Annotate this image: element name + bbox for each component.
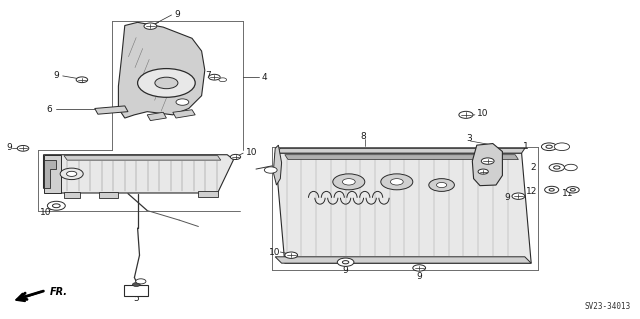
- Polygon shape: [44, 155, 61, 193]
- Circle shape: [136, 279, 146, 284]
- Circle shape: [47, 201, 65, 210]
- Polygon shape: [285, 155, 518, 160]
- Text: 9: 9: [6, 143, 12, 152]
- Polygon shape: [147, 112, 166, 121]
- Circle shape: [155, 77, 178, 89]
- Text: 9: 9: [417, 272, 422, 281]
- Circle shape: [219, 78, 227, 82]
- Text: 8: 8: [360, 132, 366, 141]
- Circle shape: [554, 143, 570, 151]
- Circle shape: [546, 145, 552, 148]
- Polygon shape: [118, 22, 205, 118]
- Circle shape: [333, 174, 365, 190]
- Circle shape: [413, 265, 426, 271]
- Text: 9: 9: [504, 193, 510, 202]
- Polygon shape: [275, 257, 531, 263]
- Text: 9: 9: [343, 266, 348, 275]
- Polygon shape: [173, 110, 195, 118]
- Text: 9: 9: [53, 71, 59, 80]
- Circle shape: [285, 252, 298, 258]
- Circle shape: [390, 179, 403, 185]
- Polygon shape: [44, 160, 56, 188]
- Circle shape: [76, 77, 88, 83]
- Circle shape: [478, 169, 488, 174]
- Text: SV23-34013: SV23-34013: [584, 302, 630, 311]
- Text: 2: 2: [531, 163, 536, 172]
- Polygon shape: [124, 285, 148, 296]
- Text: 4: 4: [261, 73, 267, 82]
- Circle shape: [429, 179, 454, 191]
- Circle shape: [138, 69, 195, 97]
- Circle shape: [144, 23, 157, 29]
- Polygon shape: [64, 192, 80, 198]
- Polygon shape: [95, 106, 128, 114]
- Polygon shape: [99, 192, 118, 198]
- Circle shape: [545, 186, 559, 193]
- Circle shape: [17, 145, 29, 151]
- Circle shape: [549, 164, 564, 171]
- Text: 11: 11: [562, 189, 573, 198]
- Circle shape: [459, 111, 473, 118]
- Text: 10: 10: [477, 109, 488, 118]
- Text: 6: 6: [46, 105, 52, 114]
- Circle shape: [564, 164, 577, 171]
- Text: 10: 10: [40, 208, 51, 217]
- Circle shape: [209, 74, 220, 80]
- Circle shape: [67, 171, 77, 176]
- Circle shape: [176, 99, 189, 105]
- Circle shape: [481, 158, 494, 164]
- Polygon shape: [198, 191, 218, 197]
- Text: FR.: FR.: [50, 287, 68, 297]
- Text: 5: 5: [134, 294, 139, 303]
- Text: 1: 1: [523, 142, 529, 151]
- Text: 10: 10: [246, 148, 257, 157]
- Circle shape: [52, 204, 60, 208]
- Text: 10: 10: [269, 248, 280, 256]
- Text: 12: 12: [526, 187, 538, 196]
- Polygon shape: [472, 144, 502, 186]
- Circle shape: [570, 189, 575, 191]
- Circle shape: [381, 174, 413, 190]
- Polygon shape: [44, 155, 234, 193]
- Circle shape: [132, 283, 140, 286]
- Circle shape: [230, 154, 241, 160]
- Polygon shape: [275, 153, 531, 263]
- Circle shape: [566, 187, 579, 193]
- Circle shape: [60, 168, 83, 180]
- Circle shape: [541, 143, 557, 151]
- Circle shape: [264, 167, 277, 173]
- Circle shape: [342, 179, 355, 185]
- Circle shape: [512, 193, 525, 199]
- Polygon shape: [273, 145, 282, 185]
- Circle shape: [436, 182, 447, 188]
- Text: 7: 7: [205, 71, 211, 80]
- Circle shape: [337, 258, 354, 266]
- Polygon shape: [275, 148, 525, 153]
- Text: 9: 9: [174, 10, 180, 19]
- Circle shape: [554, 166, 560, 169]
- Text: 3: 3: [466, 134, 472, 143]
- Circle shape: [342, 261, 349, 264]
- Polygon shape: [64, 156, 221, 160]
- Circle shape: [549, 189, 554, 191]
